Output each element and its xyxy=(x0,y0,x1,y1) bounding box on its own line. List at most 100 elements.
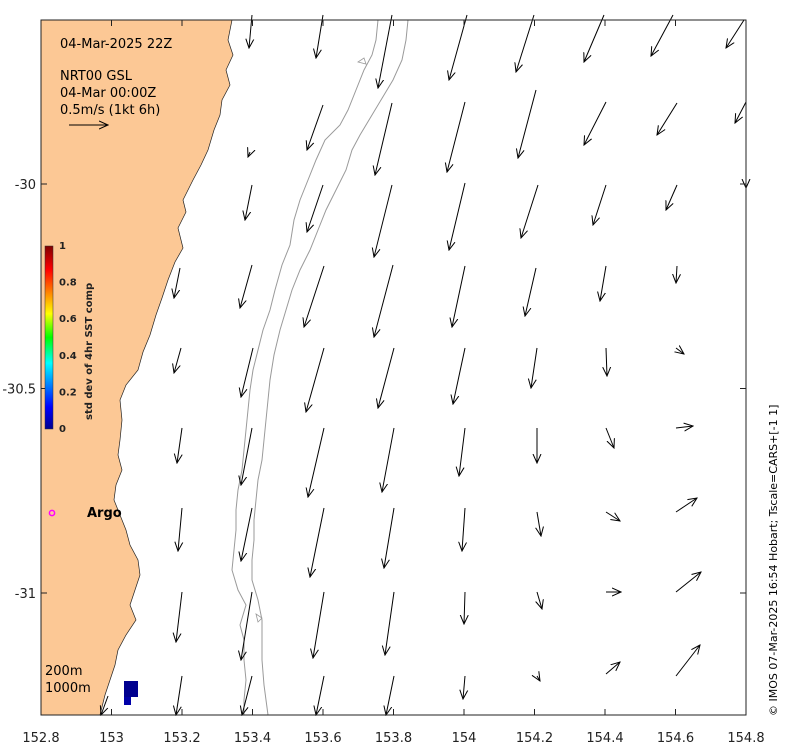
current-arrow xyxy=(447,101,466,172)
current-arrow xyxy=(453,347,466,404)
current-arrow xyxy=(178,507,182,551)
y-tick-label: -30 xyxy=(15,178,36,193)
current-arrow xyxy=(666,184,678,210)
current-arrow xyxy=(605,511,620,521)
current-arrow xyxy=(386,675,395,715)
current-arrow xyxy=(657,102,678,135)
current-arrow xyxy=(463,675,465,699)
isobath-fragment xyxy=(255,613,263,623)
current-arrow xyxy=(537,591,542,609)
current-arrow xyxy=(521,184,539,238)
x-tick-label: 154.6 xyxy=(657,731,694,746)
current-arrow xyxy=(242,675,253,715)
legend-1000m: 1000m xyxy=(45,681,91,696)
sst-stddev-pixel xyxy=(124,681,138,697)
x-tick-label: 154.4 xyxy=(586,731,623,746)
colorbar-tick-label: 0.8 xyxy=(59,278,77,289)
current-arrow xyxy=(174,347,182,373)
current-arrow xyxy=(735,101,747,123)
current-arrow xyxy=(462,507,465,551)
current-arrow xyxy=(584,14,605,62)
current-arrow xyxy=(307,184,324,232)
sst-stddev-pixel xyxy=(124,697,131,705)
credit-text: © IMOS 07-Mar-2025 16:54 Hobart; Tscale=… xyxy=(767,405,780,716)
scale-label: 0.5m/s (1kt 6h) xyxy=(60,103,160,118)
argo-label: Argo xyxy=(87,506,122,521)
current-arrow xyxy=(449,182,466,250)
current-arrow xyxy=(464,591,465,624)
current-arrow xyxy=(316,675,325,715)
isobath-fragment xyxy=(357,57,367,65)
current-arrow xyxy=(726,19,745,48)
current-arrow xyxy=(452,265,466,327)
current-arrow xyxy=(518,89,537,158)
x-tick-label: 154.2 xyxy=(516,731,553,746)
current-arrow xyxy=(177,427,182,463)
current-arrow xyxy=(241,427,253,485)
current-arrow xyxy=(675,426,693,428)
x-tick-label: 154.8 xyxy=(727,731,764,746)
x-tick-label: 153.6 xyxy=(304,731,341,746)
current-arrow xyxy=(241,591,253,660)
current-arrow xyxy=(675,498,697,513)
product-date: 04-Mar 00:00Z xyxy=(60,86,156,101)
land-coastline xyxy=(41,20,234,715)
current-arrow xyxy=(176,591,183,642)
x-axis: 152.8 153 153.2 153.4 153.6 153.8 154 154.2 154.… xyxy=(22,20,765,746)
current-arrow xyxy=(593,184,607,225)
current-arrow xyxy=(605,662,620,675)
current-arrow xyxy=(378,347,395,408)
current-arrow xyxy=(306,347,325,412)
colorbar-ticks: 0 0.2 0.4 0.6 0.8 1 xyxy=(59,241,77,435)
colorbar-tick-label: 1 xyxy=(59,241,66,252)
colorbar-tick-label: 0.6 xyxy=(59,314,77,325)
colorbar-label: std dev of 4hr SST comp xyxy=(84,283,95,420)
current-arrow xyxy=(307,104,324,150)
current-arrow xyxy=(374,184,393,257)
current-arrow xyxy=(313,591,325,658)
colorbar-tick-label: 0 xyxy=(59,424,66,435)
current-arrow xyxy=(308,427,325,497)
current-arrow xyxy=(651,14,674,56)
isobath-200m xyxy=(231,20,379,715)
current-arrow xyxy=(385,591,395,655)
current-arrow xyxy=(606,347,607,376)
current-arrow xyxy=(176,675,183,715)
current-arrow xyxy=(374,264,394,337)
current-arrow xyxy=(310,507,325,577)
current-arrow xyxy=(382,427,395,492)
current-arrow xyxy=(375,102,393,175)
argo-float-marker xyxy=(48,509,56,517)
x-tick-label: 153 xyxy=(99,731,124,746)
current-arrow xyxy=(316,14,324,58)
current-arrow xyxy=(605,427,614,448)
x-tick-label: 153.2 xyxy=(163,731,200,746)
isobath-1000m xyxy=(251,20,409,715)
x-tick-label: 152.8 xyxy=(22,731,59,746)
current-arrow xyxy=(378,14,393,88)
colorbar-tick-label: 0.4 xyxy=(59,351,77,362)
x-tick-label: 153.8 xyxy=(375,731,412,746)
current-arrow xyxy=(174,267,181,298)
current-arrow xyxy=(537,511,541,536)
legend-200m: 200m xyxy=(45,664,82,679)
current-arrow xyxy=(676,348,684,354)
current-arrow xyxy=(384,507,395,568)
current-arrow xyxy=(675,572,701,593)
current-arrow xyxy=(101,695,109,715)
product-name: NRT00 GSL xyxy=(60,69,133,84)
current-arrow xyxy=(241,507,253,561)
current-arrow xyxy=(676,265,677,283)
current-arrow xyxy=(537,676,540,681)
current-arrow xyxy=(584,101,607,145)
x-tick-label: 154 xyxy=(452,731,477,746)
current-arrow xyxy=(600,265,607,301)
current-arrow xyxy=(241,347,254,397)
x-tick-label: 153.4 xyxy=(234,731,271,746)
current-arrow xyxy=(675,645,700,677)
y-tick-label: -31 xyxy=(15,587,36,602)
current-arrow xyxy=(240,264,253,308)
current-arrow xyxy=(459,427,466,476)
map-title-date: 04-Mar-2025 22Z xyxy=(60,37,172,52)
